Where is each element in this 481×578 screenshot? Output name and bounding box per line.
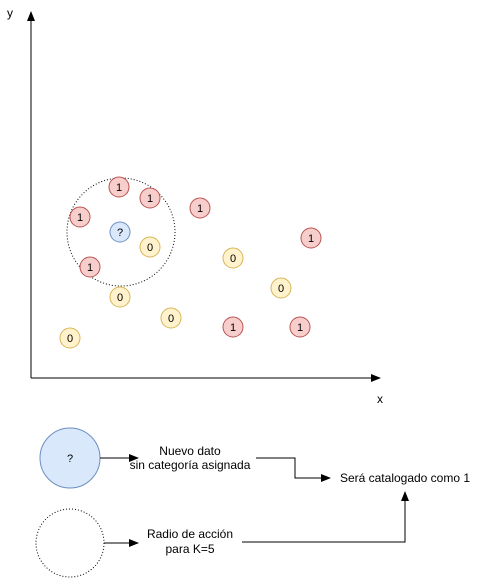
new-data-point: ?	[109, 221, 131, 243]
svg-text:1: 1	[147, 193, 153, 205]
data-point: 1	[222, 316, 244, 338]
data-point: 0	[59, 327, 81, 349]
connector-to-result	[256, 457, 331, 482]
svg-text:0: 0	[230, 253, 236, 265]
legend-new-point-text-line2: sin categoría asignada	[130, 458, 251, 472]
data-point: 0	[270, 277, 292, 299]
data-point: 0	[160, 307, 182, 329]
legend-new-point-symbol: ?	[67, 453, 73, 465]
svg-text:1: 1	[77, 212, 83, 224]
x-axis-label: x	[377, 392, 383, 406]
svg-text:0: 0	[147, 242, 153, 254]
connector-radius-to-result	[242, 491, 409, 543]
result-text: Será catalogado como 1	[340, 471, 470, 485]
svg-text:1: 1	[230, 322, 236, 334]
data-point: 0	[222, 247, 244, 269]
legend-radius-text-line1: Radio de acción	[147, 527, 233, 541]
data-point: 0	[139, 236, 161, 258]
svg-text:1: 1	[116, 182, 122, 194]
svg-text:?: ?	[117, 227, 123, 239]
legend-radius-text-line2: para K=5	[165, 542, 214, 556]
y-axis-label: y	[7, 6, 13, 20]
data-point: 1	[79, 256, 101, 278]
data-point: 1	[108, 176, 130, 198]
legend-radius-circle	[35, 508, 105, 578]
data-point: 1	[300, 227, 322, 249]
data-point: 1	[69, 206, 91, 228]
data-point: 1	[289, 316, 311, 338]
legend-new-point-text-line1: Nuevo dato	[159, 444, 221, 458]
svg-text:1: 1	[297, 322, 303, 334]
data-point: 1	[139, 187, 161, 209]
data-point: 0	[109, 286, 131, 308]
svg-text:0: 0	[67, 333, 73, 345]
k-radius-circle	[66, 177, 176, 287]
svg-text:0: 0	[278, 283, 284, 295]
svg-text:0: 0	[117, 292, 123, 304]
svg-text:1: 1	[87, 262, 93, 274]
data-point: 1	[189, 197, 211, 219]
svg-text:0: 0	[168, 313, 174, 325]
svg-text:1: 1	[197, 203, 203, 215]
svg-text:1: 1	[308, 233, 314, 245]
